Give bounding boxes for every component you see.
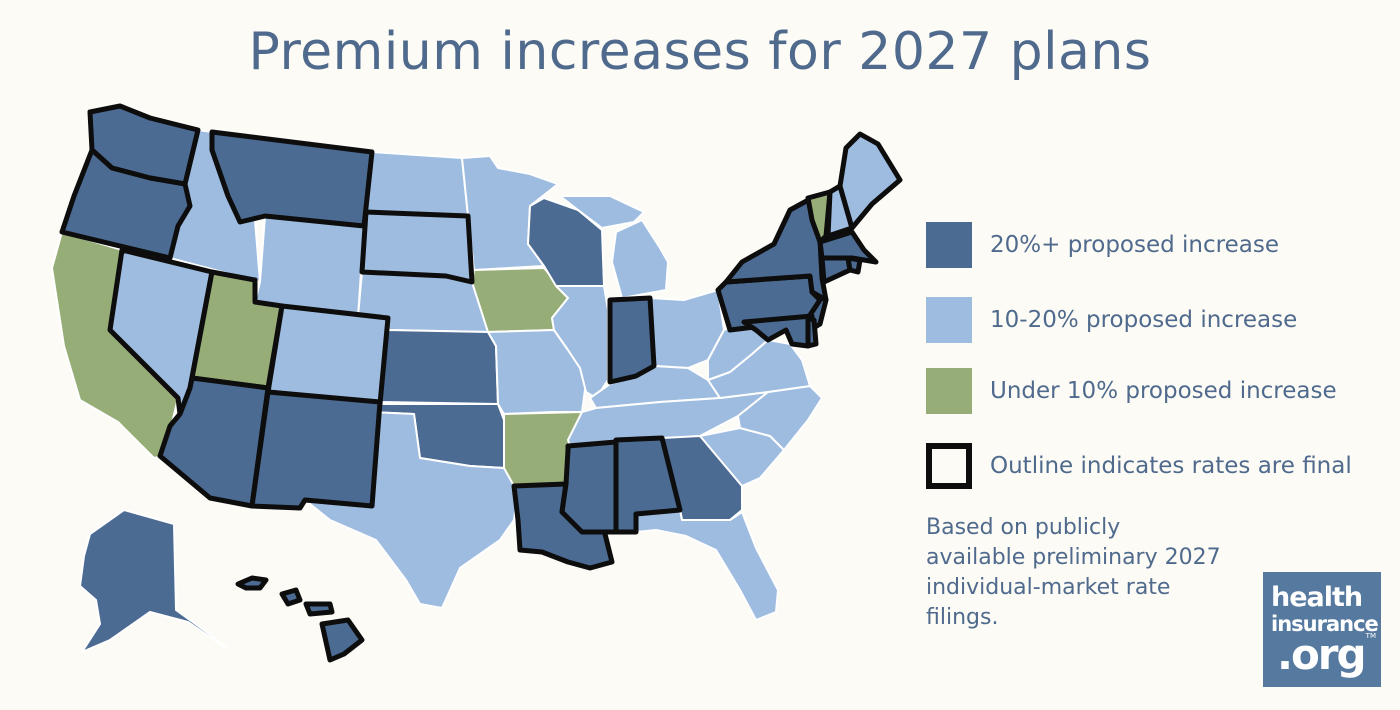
- legend-swatch-high: [926, 222, 972, 268]
- legend-label-high: 20%+ proposed increase: [990, 232, 1279, 258]
- state-de[interactable]: [805, 315, 819, 349]
- state-mi[interactable]: [559, 195, 669, 299]
- legend-item-low: Under 10% proposed increase: [926, 368, 1337, 414]
- logo-line-1: health: [1271, 582, 1363, 613]
- state-ak[interactable]: [79, 509, 227, 653]
- state-ri[interactable]: [845, 255, 863, 275]
- state-fl[interactable]: [635, 509, 779, 621]
- state-tx[interactable]: [304, 411, 519, 609]
- source-note: Based on publicly available preliminary …: [926, 515, 1221, 630]
- legend-item-mid: 10-20% proposed increase: [926, 297, 1297, 343]
- legend-label-outline: Outline indicates rates are final: [990, 453, 1352, 479]
- legend-item-outline: Outline indicates rates are final: [926, 443, 1352, 489]
- state-sd[interactable]: [359, 209, 475, 285]
- state-nm[interactable]: [249, 389, 383, 511]
- state-shapes: [51, 103, 903, 663]
- logo-trademark: TM: [1365, 632, 1376, 640]
- state-in[interactable]: [607, 295, 657, 385]
- state-ms[interactable]: [559, 439, 619, 535]
- state-il[interactable]: [551, 285, 609, 399]
- healthinsurance-logo[interactable]: health insurance .org TM: [1263, 572, 1381, 687]
- logo-line-2: insurance: [1271, 612, 1379, 636]
- legend-swatch-mid: [926, 297, 972, 343]
- legend-label-mid: 10-20% proposed increase: [990, 307, 1298, 333]
- state-or[interactable]: [59, 147, 193, 261]
- state-me[interactable]: [837, 131, 903, 231]
- legend-item-high: 20%+ proposed increase: [926, 222, 1279, 268]
- logo-line-3: .org: [1277, 630, 1367, 679]
- state-nd[interactable]: [365, 151, 469, 217]
- state-co[interactable]: [265, 303, 391, 407]
- state-mt[interactable]: [209, 129, 375, 229]
- legend-label-low: Under 10% proposed increase: [990, 378, 1337, 404]
- legend-swatch-low: [926, 368, 972, 414]
- state-ct[interactable]: [819, 255, 853, 285]
- state-hi[interactable]: [235, 575, 365, 663]
- state-al[interactable]: [613, 435, 683, 535]
- state-ks[interactable]: [379, 329, 499, 405]
- legend-swatch-outline: [926, 443, 972, 489]
- map-title: Premium increases for 2027 plans: [248, 22, 1152, 82]
